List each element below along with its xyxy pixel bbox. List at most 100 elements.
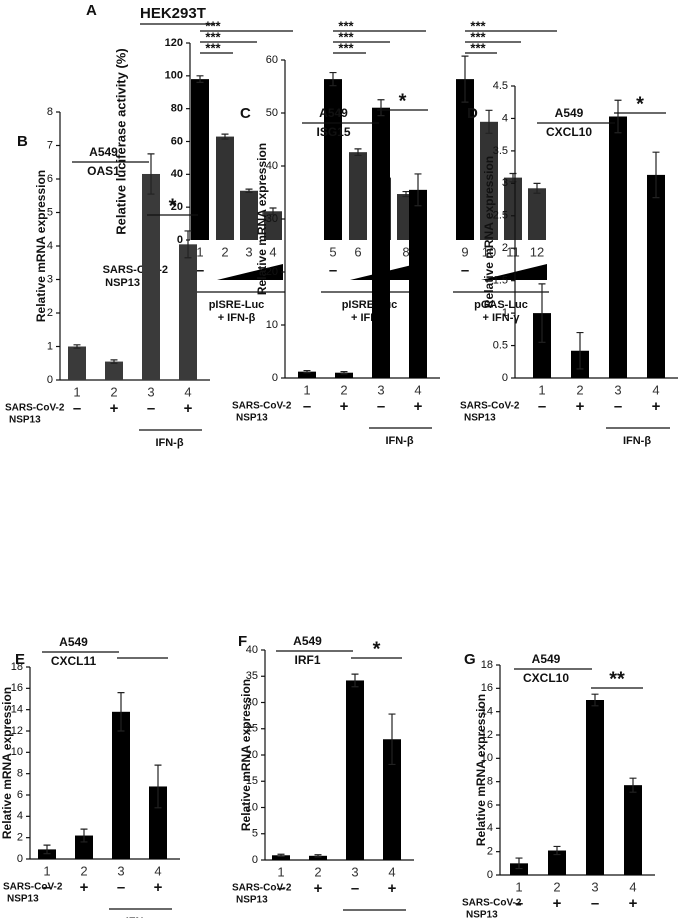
significance-label: *** — [338, 29, 354, 44]
cell-line: A549 — [59, 635, 88, 649]
factor-label: NSP13 — [9, 415, 41, 426]
error-bar — [591, 693, 599, 707]
y-tick-label: 40 — [266, 160, 278, 172]
y-tick-label: 40 — [246, 644, 258, 656]
factor-label: SARS-CoV-2 — [462, 898, 522, 909]
y-tick-label: 10 — [246, 801, 258, 813]
treatment-label: IFN-γ — [360, 917, 388, 918]
x-tick-label: 4 — [652, 382, 659, 397]
bar — [272, 855, 290, 860]
y-tick-label: 2 — [502, 242, 508, 254]
y-tick-label: 30 — [266, 213, 278, 225]
bar — [216, 136, 234, 240]
bar — [240, 190, 258, 240]
y-tick-label: 35 — [246, 670, 258, 682]
factor-level: + — [629, 895, 638, 912]
y-tick-label: 4 — [487, 822, 493, 834]
y-tick-label: 4 — [502, 112, 508, 124]
bar — [179, 244, 197, 380]
significance-label: *** — [338, 40, 354, 55]
cell-line: A549 — [532, 652, 561, 666]
y-tick-label: 3 — [502, 177, 508, 189]
treatment-label: IFN-β — [385, 435, 413, 447]
error-bar — [553, 845, 561, 856]
dose-ramp — [217, 264, 283, 280]
error-bar — [538, 283, 546, 343]
error-bar — [184, 230, 192, 259]
panel-letter: E — [15, 651, 25, 668]
y-tick-label: 16 — [11, 682, 23, 694]
factor-level: + — [553, 895, 562, 912]
panel-letter: C — [240, 105, 251, 122]
significance-label: ** — [609, 668, 625, 690]
panel-letter: F — [238, 633, 247, 650]
x-tick-label: 2 — [314, 864, 321, 879]
factor-label: NSP13 — [7, 894, 39, 905]
bar — [586, 700, 604, 875]
y-tick-label: 10 — [266, 319, 278, 331]
factor-level: + — [110, 400, 119, 417]
y-tick-label: 0 — [17, 853, 23, 865]
bar — [112, 711, 130, 859]
significance-label: * — [636, 93, 644, 115]
significance-label: *** — [205, 40, 221, 55]
error-bar — [402, 190, 410, 198]
bar — [533, 313, 551, 378]
x-tick-label: 3 — [377, 382, 384, 397]
y-tick-label: 4 — [17, 810, 23, 822]
significance-label: *** — [205, 29, 221, 44]
error-bar — [269, 207, 277, 216]
x-tick-label: 3 — [117, 863, 124, 878]
x-tick-label: 4 — [269, 244, 276, 259]
error-bar — [533, 182, 541, 194]
x-tick-label: 3 — [591, 879, 598, 894]
x-tick-label: 1 — [73, 384, 80, 399]
significance-label: *** — [470, 18, 486, 33]
x-tick-label: 1 — [538, 382, 545, 397]
y-tick-label: 60 — [171, 135, 183, 147]
y-tick-label: 15 — [246, 775, 258, 787]
x-tick-label: 2 — [110, 384, 117, 399]
bar — [346, 680, 364, 860]
y-tick-label: 16 — [481, 682, 493, 694]
y-tick-label: 5 — [47, 206, 53, 218]
y-tick-label: 1.5 — [493, 275, 508, 287]
factor-label: SARS-CoV-2 — [5, 403, 65, 414]
error-bar — [80, 828, 88, 843]
bar — [335, 372, 353, 378]
bar — [504, 177, 522, 240]
bar — [149, 786, 167, 859]
y-tick-label: 2.5 — [493, 210, 508, 222]
y-tick-label: 50 — [266, 107, 278, 119]
bar — [409, 189, 427, 378]
y-tick-label: 2 — [487, 846, 493, 858]
bar — [349, 152, 367, 240]
bar — [528, 188, 546, 240]
factor-level: + — [80, 879, 89, 896]
panel-letter: G — [464, 651, 476, 668]
treatment-label: IFN-β — [623, 435, 651, 447]
y-tick-label: 20 — [246, 749, 258, 761]
factor-label: NSP13 — [105, 277, 140, 289]
error-bar — [340, 371, 348, 375]
y-tick-label: 30 — [246, 696, 258, 708]
error-bar — [73, 344, 81, 349]
y-tick-label: 5 — [252, 828, 258, 840]
significance-label: * — [399, 90, 407, 112]
y-axis-label: Relative mRNA expression — [34, 170, 48, 322]
cell-line: A549 — [89, 145, 118, 159]
gene-label: OAS1 — [87, 164, 120, 178]
bar — [75, 835, 93, 859]
factor-label: SARS-CoV-2 — [232, 401, 292, 412]
bar — [105, 361, 123, 380]
factor-level: – — [73, 400, 81, 417]
gene-label: CXCL10 — [523, 671, 569, 685]
x-tick-label: 4 — [629, 879, 636, 894]
y-tick-label: 4 — [47, 240, 53, 252]
x-tick-label: 1 — [515, 879, 522, 894]
factor-level: – — [538, 398, 546, 415]
y-tick-label: 6 — [487, 799, 493, 811]
panel-letter: B — [17, 133, 28, 150]
gene-label: ISG15 — [316, 125, 350, 139]
